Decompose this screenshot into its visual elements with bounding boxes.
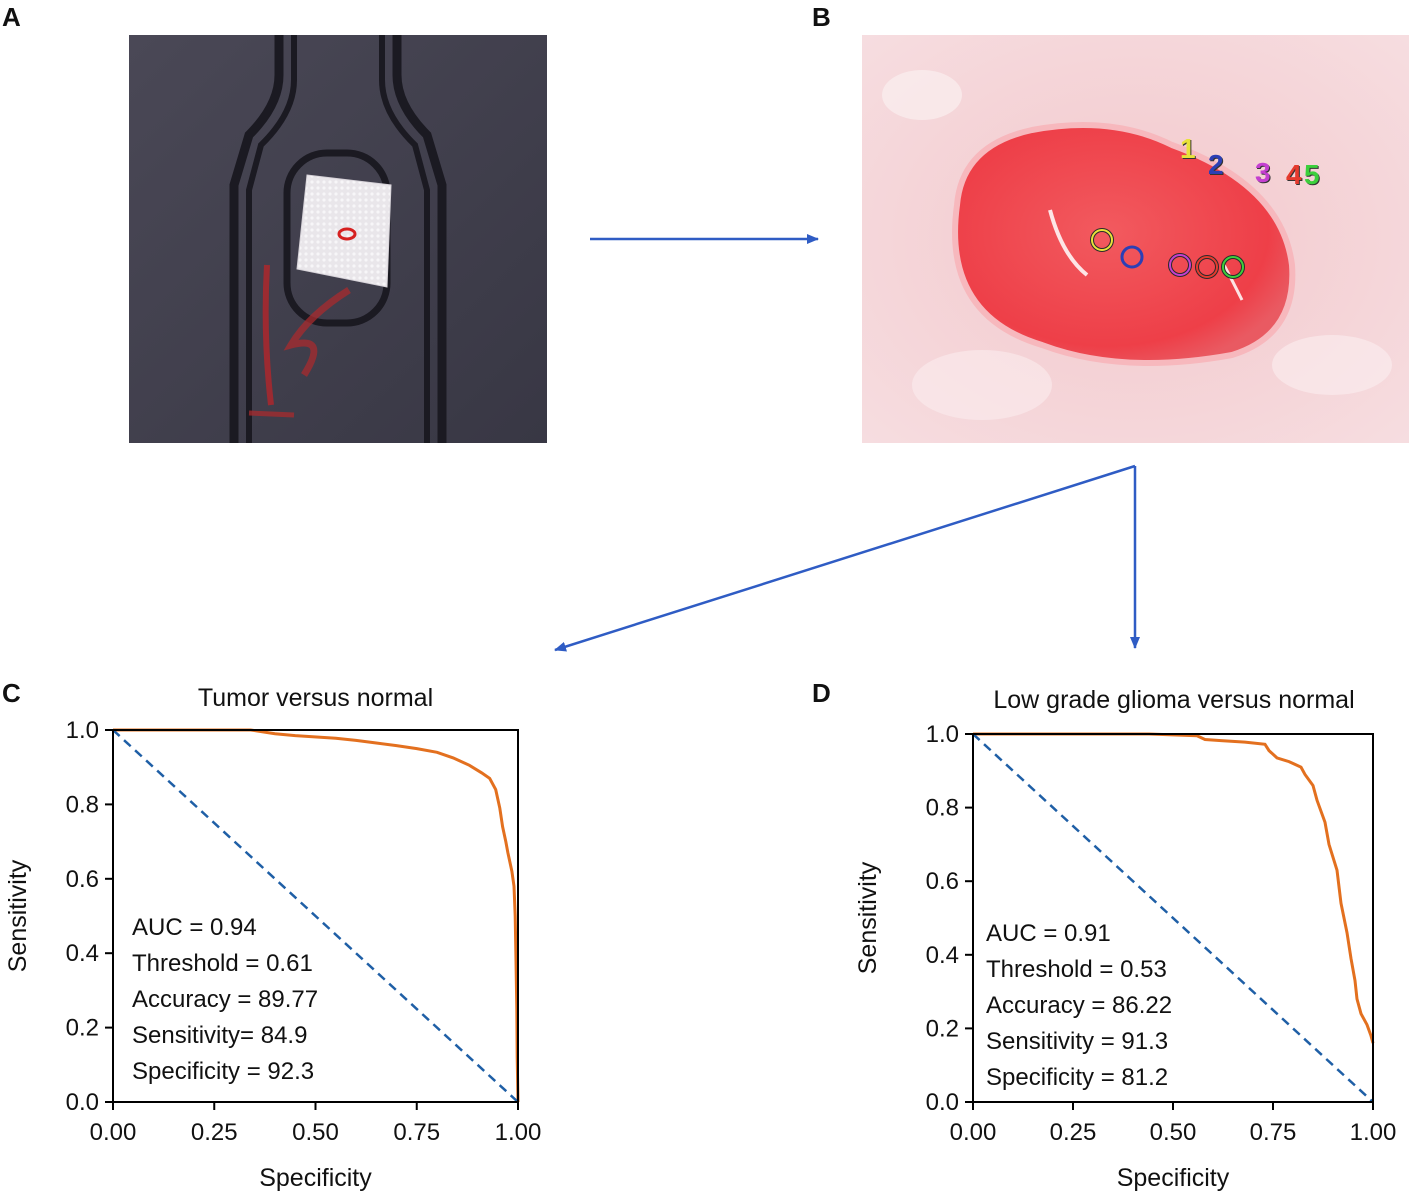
chart-d-specificity: Specificity = 81.2 xyxy=(986,1064,1169,1091)
chart-d-y-tick-label: 0.8 xyxy=(926,795,959,822)
chart-c-y-tick-label: 0.4 xyxy=(66,940,99,967)
point-label-2: 2 xyxy=(1208,149,1224,180)
panel-label-b: B xyxy=(812,2,831,32)
chart-c-roc: 0.00 0.25 0.50 0.75 1.00 0.0 0.2 0.4 0.6 0.8 1.0 Sp… xyxy=(4,717,542,1192)
chart-c-threshold: Threshold = 0.61 xyxy=(132,950,313,977)
chart-d-title: Low grade glioma versus normal xyxy=(993,686,1355,714)
chart-d-roc: 0.00 0.25 0.50 0.75 1.00 0.0 0.2 0.4 0.6 0.8 1.0 Sp… xyxy=(854,721,1397,1192)
chart-c-sensitivity: Sensitivity= 84.9 xyxy=(132,1022,308,1049)
chart-d-x-tick-label: 0.00 xyxy=(950,1119,997,1146)
chart-d-x-tick-label: 0.75 xyxy=(1250,1119,1297,1146)
point-label-1: 1 xyxy=(1180,133,1196,164)
chart-c-x-tick-label: 1.00 xyxy=(495,1119,542,1146)
chart-d-x-tick-label: 1.00 xyxy=(1350,1119,1397,1146)
panel-label-c: C xyxy=(2,678,21,708)
chart-d-sensitivity: Sensitivity = 91.3 xyxy=(986,1028,1169,1055)
tissue-closeup-photo: 1 2 3 4 5 xyxy=(862,35,1409,443)
chart-d-x-tick-label: 0.25 xyxy=(1050,1119,1097,1146)
chart-d-x-tick-label: 0.50 xyxy=(1150,1119,1197,1146)
chart-c-y-tick-label: 0.2 xyxy=(66,1015,99,1042)
chart-c-x-tick-label: 0.50 xyxy=(292,1119,339,1146)
chart-c-specificity: Specificity = 92.3 xyxy=(132,1058,315,1085)
panel-label-d: D xyxy=(812,678,831,708)
chart-c-x-tick-label: 0.25 xyxy=(191,1119,238,1146)
arrow-b-to-c xyxy=(554,464,1136,652)
chart-d-y-tick-label: 1.0 xyxy=(926,721,959,748)
chart-c-x-axis-label: Specificity xyxy=(259,1164,372,1192)
chart-d-x-axis-label: Specificity xyxy=(1117,1164,1230,1192)
point-label-4: 4 xyxy=(1286,159,1302,190)
chart-c-y-axis-label: Sensitivity xyxy=(4,859,32,972)
chart-d-y-axis-label: Sensitivity xyxy=(854,861,882,974)
chart-c-roc-curve xyxy=(113,728,520,1103)
chart-d-roc-curve xyxy=(973,732,1375,1044)
chart-c-y-tick-label: 1.0 xyxy=(66,717,99,744)
chart-d-y-tick-label: 0.4 xyxy=(926,942,959,969)
chart-c-reference-diagonal xyxy=(112,729,519,1103)
chart-d-auc: AUC = 0.91 xyxy=(986,920,1111,947)
chart-c-auc: AUC = 0.94 xyxy=(132,914,257,941)
chart-d-reference-diagonal xyxy=(972,733,1374,1103)
chart-c-y-tick-label: 0.6 xyxy=(66,866,99,893)
point-label-5: 5 xyxy=(1304,159,1320,190)
chart-c-x-tick-label: 0.00 xyxy=(90,1119,137,1146)
chart-d-threshold: Threshold = 0.53 xyxy=(986,956,1167,983)
chart-d-y-tick-label: 0.0 xyxy=(926,1089,959,1116)
chart-d-y-tick-label: 0.2 xyxy=(926,1015,959,1042)
chart-c-title: Tumor versus normal xyxy=(197,684,434,712)
chart-d-accuracy: Accuracy = 86.22 xyxy=(986,992,1173,1019)
chart-c-y-tick-label: 0.8 xyxy=(66,791,99,818)
sample-holder-photo xyxy=(129,35,547,443)
chart-d-stats: AUC = 0.91 Threshold = 0.53 Accuracy = 8… xyxy=(986,916,1172,1096)
chart-c-x-tick-label: 0.75 xyxy=(393,1119,440,1146)
chart-c-stats: AUC = 0.94 Threshold = 0.61 Accuracy = 8… xyxy=(132,910,318,1090)
chart-d-y-tick-label: 0.6 xyxy=(926,868,959,895)
measurement-point-2 xyxy=(1120,245,1144,269)
panel-label-a: A xyxy=(2,2,21,32)
chart-c-y-tick-label: 0.0 xyxy=(66,1089,99,1116)
point-label-3: 3 xyxy=(1255,157,1271,188)
chart-c-accuracy: Accuracy = 89.77 xyxy=(132,986,319,1013)
